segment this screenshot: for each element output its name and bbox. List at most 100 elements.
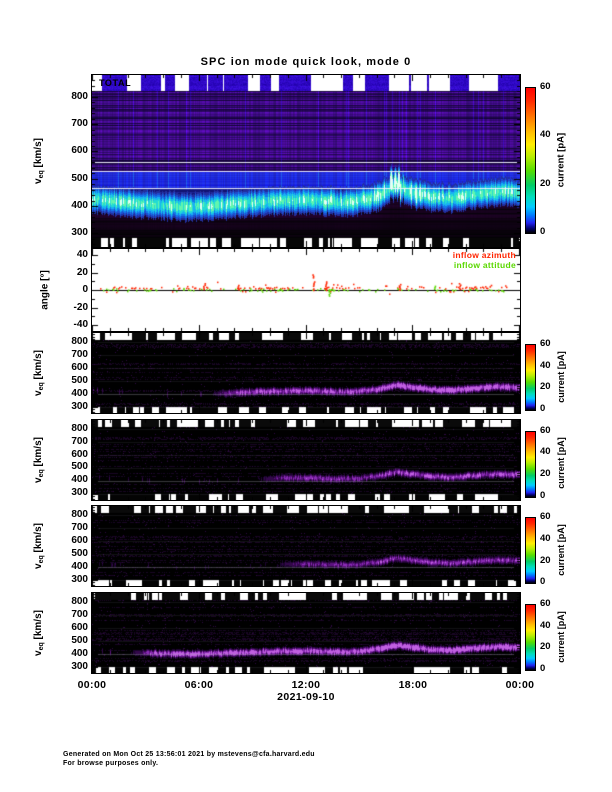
spectrogram-quadrant-1-canvas bbox=[91, 332, 521, 414]
legend-inflow-attitude-label: inflow attitude bbox=[453, 260, 516, 270]
footer-browse-line: For browse purposes only. bbox=[63, 759, 159, 767]
colorbar-label-quadrant-1: current [pA] bbox=[556, 350, 566, 403]
y-tick-label-quadrant-1: 500 bbox=[71, 374, 88, 386]
x-tick-label: 00:00 bbox=[77, 679, 107, 691]
y-axis-label-quadrant-3-part: v bbox=[33, 563, 44, 570]
x-tick-label: 12:00 bbox=[291, 679, 321, 691]
y-axis-label-quadrant-3-part: eq bbox=[38, 555, 45, 564]
y-tick-label-angle: 20 bbox=[76, 266, 88, 278]
y-tick-label-quadrant-4: 600 bbox=[71, 621, 88, 633]
y-tick-label-quadrant-3: 800 bbox=[71, 509, 88, 521]
colorbar-tick-label-quadrant-3: 0 bbox=[540, 576, 546, 588]
y-tick-label-quadrant-4: 300 bbox=[71, 660, 88, 672]
y-tick-label-quadrant-4: 500 bbox=[71, 634, 88, 646]
spectrogram-quadrant-4-canvas bbox=[91, 592, 521, 674]
y-axis-label-quadrant-3: veq [km/s] bbox=[33, 523, 45, 569]
colorbar-tick-label-quadrant-1: 20 bbox=[540, 381, 551, 393]
y-axis-label-total-part: [km/s] bbox=[33, 138, 44, 171]
colorbar-total bbox=[525, 87, 536, 234]
footer-generated-line: Generated on Mon Oct 25 13:56:01 2021 by… bbox=[63, 751, 315, 758]
y-axis-label-total-part: eq bbox=[38, 170, 45, 179]
colorbar-tick-label-total: 0 bbox=[540, 226, 546, 237]
y-tick-label-quadrant-3: 300 bbox=[71, 573, 88, 585]
y-axis-label-quadrant-2-part: [km/s] bbox=[33, 436, 44, 469]
y-axis-label-quadrant-4: veq [km/s] bbox=[33, 610, 45, 656]
y-tick-label-total: 400 bbox=[71, 200, 88, 212]
colorbar-tick-label-quadrant-4: 0 bbox=[540, 663, 546, 674]
y-axis-label-quadrant-1-part: eq bbox=[38, 382, 45, 391]
y-tick-label-quadrant-3: 500 bbox=[71, 548, 88, 560]
y-axis-label-angle: angle [°] bbox=[39, 270, 51, 310]
y-axis-label-quadrant-4-part: eq bbox=[38, 642, 45, 651]
colorbar-tick-label-total: 40 bbox=[540, 129, 551, 141]
colorbar-label-quadrant-4: current [pA] bbox=[556, 610, 566, 663]
colorbar-quadrant-2 bbox=[525, 430, 536, 498]
colorbar-tick-label-quadrant-2: 40 bbox=[540, 446, 551, 458]
colorbar-tick-label-quadrant-2: 20 bbox=[540, 468, 551, 480]
colorbar-tick-label-quadrant-2: 0 bbox=[540, 489, 546, 501]
y-tick-label-quadrant-4: 400 bbox=[71, 647, 88, 659]
y-tick-label-total: 800 bbox=[71, 90, 88, 102]
colorbar-label-quadrant-3: current [pA] bbox=[556, 524, 566, 576]
y-tick-label-total: 600 bbox=[71, 145, 88, 157]
y-tick-label-quadrant-1: 600 bbox=[71, 361, 88, 373]
panel-total-label: TOTAL bbox=[99, 78, 132, 88]
y-tick-label-angle: 40 bbox=[76, 249, 88, 260]
colorbar-tick-label-total: 60 bbox=[540, 81, 551, 92]
y-axis-label-quadrant-1: veq [km/s] bbox=[33, 350, 45, 396]
x-axis-date-label: 2021-09-10 bbox=[277, 691, 335, 703]
y-tick-label-quadrant-1: 400 bbox=[71, 387, 88, 399]
y-tick-label-quadrant-2: 600 bbox=[71, 448, 88, 460]
y-tick-label-quadrant-1: 700 bbox=[71, 348, 88, 360]
colorbar-label-quadrant-2: current [pA] bbox=[556, 437, 566, 489]
colorbar-tick-label-quadrant-4: 40 bbox=[540, 619, 551, 631]
inflow-angle-scatter-canvas bbox=[91, 248, 521, 332]
y-tick-label-quadrant-4: 700 bbox=[71, 608, 88, 620]
colorbar-tick-label-quadrant-1: 60 bbox=[540, 338, 551, 349]
spectrogram-total-canvas bbox=[91, 74, 521, 248]
colorbar-tick-label-quadrant-1: 0 bbox=[540, 403, 546, 414]
colorbar-tick-label-total: 20 bbox=[540, 177, 551, 189]
spectrogram-quadrant-2-canvas bbox=[91, 418, 521, 501]
y-axis-label-quadrant-2-part: v bbox=[33, 477, 44, 483]
y-tick-label-quadrant-3: 400 bbox=[71, 560, 88, 572]
y-axis-label-total-part: v bbox=[33, 178, 44, 184]
y-tick-label-quadrant-4: 800 bbox=[71, 596, 88, 608]
colorbar-tick-label-quadrant-4: 60 bbox=[540, 598, 551, 609]
y-tick-label-total: 300 bbox=[71, 227, 88, 239]
page-title: SPC ion mode quick look, mode 0 bbox=[200, 56, 412, 68]
colorbar-tick-label-quadrant-2: 60 bbox=[540, 424, 551, 436]
y-tick-label-angle: 0 bbox=[82, 284, 88, 295]
x-tick-label: 18:00 bbox=[398, 679, 428, 691]
x-tick-label: 00:00 bbox=[505, 679, 535, 691]
y-tick-label-angle: -20 bbox=[73, 301, 88, 313]
colorbar-tick-label-quadrant-3: 60 bbox=[540, 511, 551, 523]
y-tick-label-angle: -40 bbox=[73, 319, 88, 330]
colorbar-tick-label-quadrant-4: 20 bbox=[540, 641, 551, 653]
y-tick-label-quadrant-2: 400 bbox=[71, 474, 88, 486]
legend-inflow-azimuth-label: inflow azimuth bbox=[452, 250, 516, 260]
y-tick-label-total: 700 bbox=[71, 118, 88, 130]
legend-inflow-attitude: inflow attitude bbox=[316, 260, 516, 270]
y-tick-label-quadrant-3: 600 bbox=[71, 535, 88, 547]
y-tick-label-quadrant-2: 500 bbox=[71, 461, 88, 473]
y-tick-label-quadrant-2: 800 bbox=[71, 422, 88, 434]
y-tick-label-quadrant-2: 700 bbox=[71, 435, 88, 447]
y-tick-label-quadrant-1: 800 bbox=[71, 336, 88, 348]
colorbar-label-total: current [pA] bbox=[555, 132, 567, 187]
colorbar-tick-label-quadrant-3: 20 bbox=[540, 554, 551, 566]
colorbar-quadrant-4 bbox=[525, 604, 536, 671]
y-axis-label-quadrant-1-part: v bbox=[33, 390, 44, 396]
y-tick-label-quadrant-1: 300 bbox=[71, 400, 88, 412]
y-axis-label-quadrant-2-part: eq bbox=[38, 468, 45, 478]
y-axis-label-total: veq [km/s] bbox=[33, 138, 45, 184]
y-tick-label-total: 500 bbox=[71, 172, 88, 184]
y-axis-label-quadrant-2: veq [km/s] bbox=[33, 437, 45, 483]
legend-inflow-azimuth: inflow azimuth bbox=[316, 250, 516, 260]
y-axis-label-quadrant-1-part: [km/s] bbox=[33, 350, 44, 383]
y-axis-label-quadrant-4-part: v bbox=[33, 650, 44, 656]
colorbar-tick-label-quadrant-3: 40 bbox=[540, 532, 551, 544]
y-tick-label-quadrant-3: 700 bbox=[71, 522, 88, 534]
spectrogram-quadrant-3-canvas bbox=[91, 505, 521, 588]
